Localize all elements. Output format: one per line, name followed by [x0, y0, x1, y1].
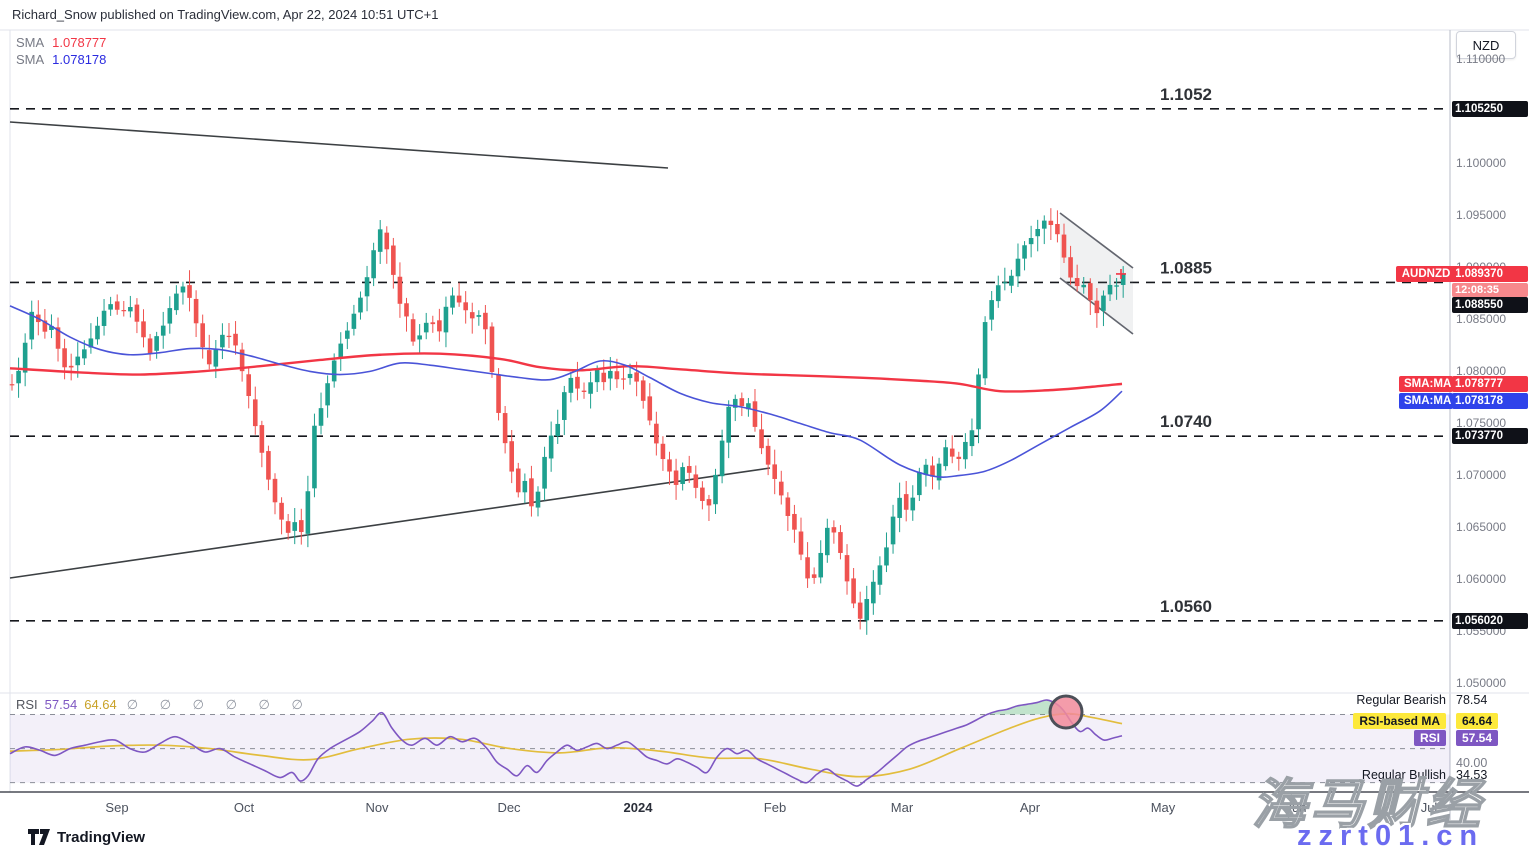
symbol-tag: AUDNZD — [1396, 266, 1456, 282]
level-price-tag: 1.088550 — [1452, 297, 1528, 313]
time-axis-month: 2024 — [623, 800, 653, 815]
tradingview-brand[interactable]: TradingView — [28, 828, 145, 846]
time-axis-month: Apr — [1019, 800, 1041, 815]
sma-red-name-tag: SMA:MA — [1399, 376, 1453, 392]
trendline_upper-drawing[interactable] — [9, 121, 669, 169]
bar-countdown: 12:08:35 — [1452, 283, 1528, 297]
rsi-tag: RSI — [1413, 730, 1446, 746]
level-price-tag: 1.105250 — [1452, 101, 1528, 117]
level-price-tag: 1.073770 — [1452, 428, 1528, 444]
trendline_lower-drawing[interactable] — [9, 467, 771, 579]
rsi-based-ma-tag: RSI-based MA — [1353, 713, 1446, 729]
divergence-circle-drawing[interactable] — [1048, 694, 1084, 730]
sma1-label: SMA — [16, 35, 45, 50]
regular-bearish-value: 78.54 — [1456, 693, 1488, 707]
price-tick: 1.065000 — [1456, 520, 1507, 535]
time-axis-month: Oct — [233, 800, 255, 815]
published-header: Richard_Snow published on TradingView.co… — [12, 7, 439, 22]
time-axis-month: Mar — [890, 800, 914, 815]
rsi-legend-label: RSI — [16, 697, 38, 712]
sma1-value: 1.078777 — [52, 35, 107, 50]
rsi-legend-value: 57.54 — [44, 697, 78, 712]
regular-bearish-label: Regular Bearish — [1356, 693, 1446, 707]
bear-flag-channel-fill[interactable] — [1060, 213, 1133, 334]
price-tick: 1.050000 — [1456, 676, 1507, 691]
price-tick: 1.110000 — [1456, 52, 1506, 67]
regular-bullish-label: Regular Bullish — [1361, 768, 1446, 782]
sma-red-line[interactable] — [9, 352, 1123, 393]
sma2-label: SMA — [16, 52, 45, 67]
level-price-tag: 1.056020 — [1452, 613, 1528, 629]
time-axis-month: Dec — [497, 800, 521, 815]
price-tick: 1.095000 — [1456, 208, 1507, 223]
sma-legend-row-blue: SMA 1.078178 — [16, 51, 106, 68]
price-tick: 1.070000 — [1456, 468, 1507, 483]
time-axis-month: Nov — [365, 800, 389, 815]
level-label: 1.0740 — [1160, 412, 1212, 431]
price-tick: 1.075000 — [1456, 416, 1507, 431]
price-tick: 1.080000 — [1456, 364, 1507, 379]
rsi-based-ma-label: RSI-based MA — [1353, 713, 1446, 729]
sma-red-value-tag: 1.078777 — [1452, 376, 1528, 392]
time-axis-month: Feb — [763, 800, 787, 815]
sma-blue-name-tag: SMA:MA — [1399, 393, 1453, 409]
rsi-based-ma-value-tag: 64.64 — [1456, 713, 1499, 729]
time-axis-month: Jul — [1420, 800, 1438, 815]
sma2-value: 1.078178 — [52, 52, 107, 67]
watermark-cjk: 海马财经 — [1251, 774, 1484, 836]
sma-blue-line[interactable] — [9, 305, 1123, 478]
price-tick: 1.100000 — [1456, 156, 1507, 171]
rsi-based-ma-value: 64.64 — [1456, 713, 1499, 729]
rsi-value: 57.54 — [1456, 730, 1499, 746]
time-axis-month: Sep — [105, 800, 129, 815]
sma-legend[interactable]: SMA 1.078777 SMA 1.078178 — [16, 34, 106, 68]
rsi-ma-legend-value: 64.64 — [84, 697, 117, 712]
quote-currency-button[interactable]: NZD — [1456, 31, 1516, 59]
rsi-value-tag: 57.54 — [1456, 730, 1499, 746]
time-axis-month: Jun — [1285, 800, 1307, 815]
rsi-indicator-legend[interactable]: RSI 57.54 64.64 ∅ ∅ ∅ ∅ ∅ ∅ — [16, 697, 312, 713]
regular-bullish-value: 34.53 — [1456, 768, 1488, 782]
sma-legend-row-red: SMA 1.078777 — [16, 34, 106, 51]
candlestick-series — [9, 208, 1126, 635]
rsi-label: RSI — [1413, 730, 1446, 746]
watermark-url: zzrt01.cn — [1297, 820, 1485, 852]
price-tick: 1.085000 — [1456, 312, 1507, 327]
rsi-legend-empty-values: ∅ ∅ ∅ ∅ ∅ ∅ — [126, 697, 312, 712]
last-price-tag: 1.089370 — [1452, 266, 1528, 282]
price-tick: 1.060000 — [1456, 572, 1507, 587]
tradingview-logo-icon — [28, 829, 50, 845]
rsi-line[interactable] — [9, 699, 1123, 787]
sma-blue-value-tag: 1.078178 — [1452, 393, 1528, 409]
level-label: 1.0885 — [1160, 258, 1212, 277]
level-label: 1.0560 — [1160, 597, 1212, 616]
level-label: 1.1052 — [1160, 85, 1212, 104]
tradingview-brand-text: TradingView — [57, 828, 146, 846]
rsi-tick-40: 40.00 — [1456, 756, 1488, 770]
time-axis-month: May — [1150, 800, 1176, 815]
